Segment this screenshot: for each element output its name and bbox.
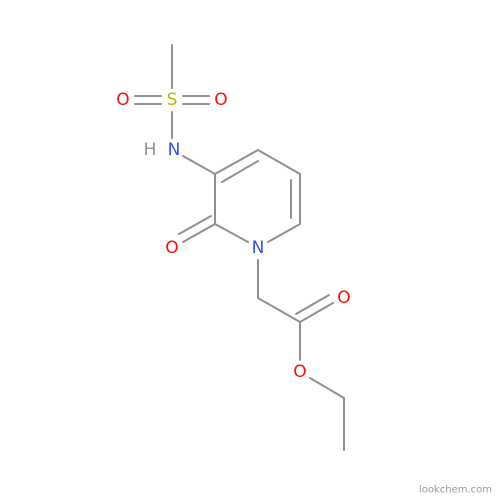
atom-label: O: [165, 238, 178, 258]
atom-label: S: [167, 90, 178, 110]
atom-label: O: [214, 90, 227, 110]
atom-label: O: [116, 90, 129, 110]
atom-label: N: [168, 140, 181, 160]
watermark: lookchem.com: [419, 485, 492, 496]
atom-label: N: [252, 238, 265, 258]
atom-label: O: [293, 362, 306, 382]
atom-label: O: [337, 288, 350, 308]
atom-label: H: [144, 140, 157, 160]
bonds: [134, 44, 345, 451]
